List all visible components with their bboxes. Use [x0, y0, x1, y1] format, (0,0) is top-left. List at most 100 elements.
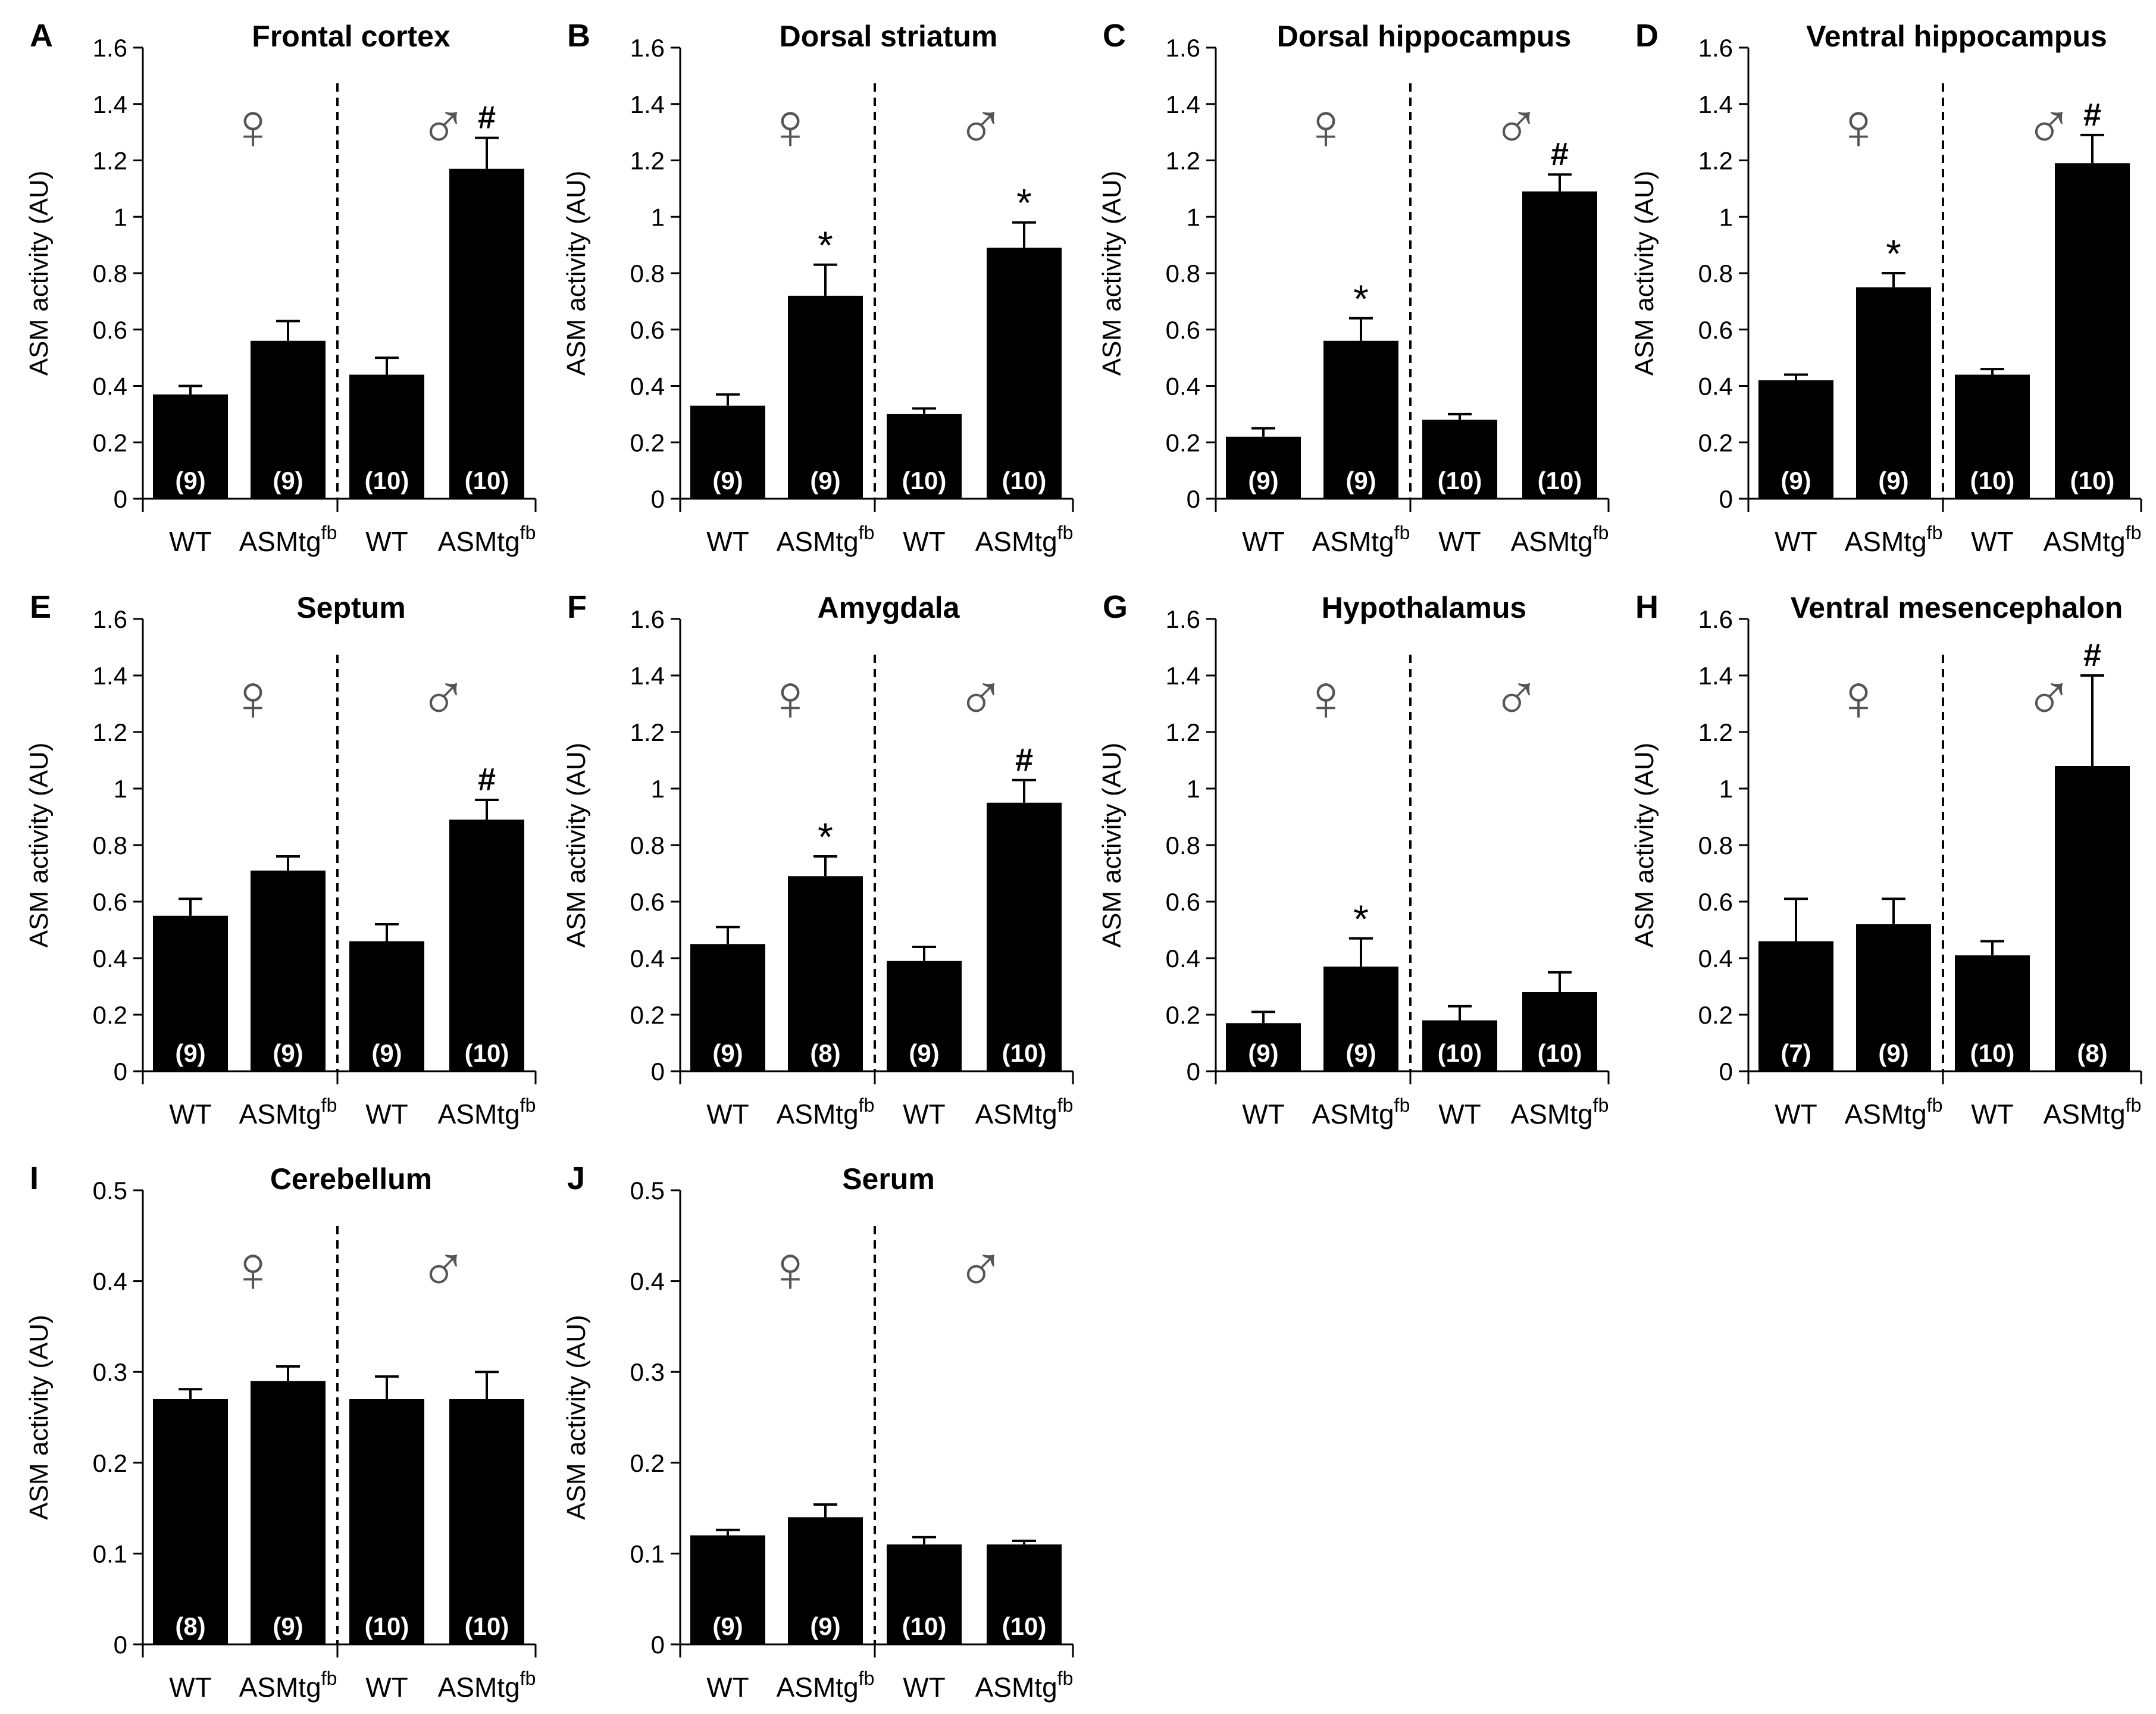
- y-axis-label: ASM activity (AU): [562, 743, 591, 948]
- n-label: (10): [902, 467, 947, 495]
- bar: [788, 295, 863, 499]
- x-tick-label: ASMtgfb: [2044, 1094, 2142, 1130]
- x-tick-label: ASMtgfb: [239, 522, 337, 557]
- x-tick-label: WT: [365, 526, 408, 557]
- bar: [1522, 191, 1597, 499]
- x-tick-label: ASMtgfb: [1312, 522, 1410, 557]
- y-tick-label: 0.8: [1698, 259, 1733, 287]
- y-axis-label: ASM activity (AU): [562, 171, 591, 376]
- n-label: (9): [273, 1039, 303, 1067]
- significance-star: *: [818, 223, 833, 267]
- panel-title: Dorsal striatum: [780, 20, 998, 53]
- y-tick-label: 0.6: [630, 888, 665, 916]
- y-tick-label: 1.6: [93, 34, 127, 62]
- bar: [1856, 287, 1931, 499]
- n-label: (10): [1438, 467, 1482, 495]
- x-tick-label: WT: [903, 1099, 946, 1130]
- female-symbol: ♀: [766, 90, 815, 163]
- y-tick-label: 0.4: [1166, 944, 1200, 972]
- y-tick-label: 1.6: [630, 605, 665, 633]
- x-tick-label: ASMtgfb: [2044, 522, 2142, 557]
- y-tick-label: 0.4: [630, 373, 665, 401]
- y-tick-label: 0: [114, 1058, 127, 1086]
- x-tick-label: ASMtgfb: [1845, 1094, 1943, 1130]
- panel-letter: C: [1103, 18, 1126, 54]
- y-tick-label: 0.4: [630, 1268, 665, 1296]
- panel-letter: I: [30, 1161, 39, 1196]
- x-tick-label: ASMtgfb: [975, 522, 1074, 557]
- x-tick-label: WT: [1971, 526, 2014, 557]
- panel-letter: E: [30, 589, 51, 625]
- bar: [349, 374, 424, 499]
- y-tick-label: 0.4: [1698, 373, 1733, 401]
- y-tick-label: 0.1: [93, 1540, 127, 1568]
- y-tick-label: 1: [1719, 203, 1733, 231]
- x-tick-label: WT: [1438, 1099, 1481, 1130]
- x-tick-label: ASMtgfb: [1511, 1094, 1609, 1130]
- x-tick-label: WT: [1775, 526, 1817, 557]
- male-symbol: ♂: [956, 1233, 1006, 1306]
- y-tick-label: 0.3: [93, 1358, 127, 1386]
- bar: [1422, 420, 1497, 499]
- bar: [153, 394, 228, 499]
- female-symbol: ♀: [766, 661, 815, 734]
- n-label: (9): [1345, 467, 1376, 495]
- bar: [1955, 955, 2030, 1071]
- y-tick-label: 1.2: [1166, 147, 1200, 175]
- bar: [690, 405, 765, 499]
- female-symbol: ♀: [1301, 90, 1351, 163]
- panel-title: Cerebellum: [270, 1162, 432, 1196]
- n-label: (8): [810, 1039, 840, 1067]
- y-tick-label: 1: [114, 775, 127, 803]
- n-label: (9): [712, 1612, 743, 1640]
- x-tick-label: WT: [169, 1672, 212, 1703]
- bar: [349, 1399, 424, 1644]
- n-label: (10): [1002, 1039, 1047, 1067]
- y-tick-label: 1.4: [630, 662, 665, 690]
- n-label: (9): [1878, 1039, 1908, 1067]
- n-label: (10): [1002, 1612, 1047, 1640]
- significance-star: *: [1353, 277, 1369, 321]
- y-tick-label: 0.6: [1698, 316, 1733, 344]
- bar: [1955, 374, 2030, 499]
- y-tick-label: 0.8: [93, 259, 127, 287]
- panel-f: F Amygdala ASM activity (AU) 0 0.2 0.4 0.6 0.8 1…: [562, 589, 1074, 1130]
- panel-d: D Ventral hippocampus ASM activity (AU) 0 0.…: [1630, 18, 2142, 557]
- n-label: (10): [365, 1612, 409, 1640]
- bar: [887, 414, 962, 499]
- y-tick-label: 0: [114, 485, 127, 513]
- bar: [690, 944, 765, 1071]
- y-tick-label: 1.4: [1166, 662, 1200, 690]
- x-tick-label: ASMtgfb: [1511, 522, 1609, 557]
- n-label: (9): [712, 467, 743, 495]
- female-symbol: ♀: [229, 661, 278, 734]
- y-tick-label: 0.2: [1698, 428, 1733, 456]
- y-tick-label: 1.2: [1698, 147, 1733, 175]
- x-tick-label: WT: [903, 526, 946, 557]
- y-tick-label: 0.8: [1166, 259, 1200, 287]
- panel-title: Amygdala: [818, 591, 960, 624]
- y-tick-label: 0.6: [93, 316, 127, 344]
- y-tick-label: 0.6: [1698, 888, 1733, 916]
- y-tick-label: 1.2: [93, 718, 127, 746]
- panel-a: A Frontal cortex ASM activity (AU) 0 0.2 0.4 0…: [24, 18, 537, 557]
- y-tick-label: 1.4: [630, 90, 665, 118]
- bar: [987, 1544, 1062, 1644]
- y-tick-label: 1.2: [1166, 718, 1200, 746]
- y-tick-label: 1.4: [1698, 90, 1733, 118]
- female-symbol: ♀: [1301, 661, 1351, 734]
- panel-b: B Dorsal striatum ASM activity (AU) 0 0.2 0.4…: [562, 18, 1074, 557]
- significance-hash: #: [2083, 637, 2101, 673]
- x-tick-label: WT: [706, 1672, 749, 1703]
- x-tick-label: WT: [706, 526, 749, 557]
- panel-letter: H: [1635, 589, 1659, 625]
- significance-star: *: [1886, 232, 1901, 276]
- male-symbol: ♂: [419, 661, 468, 734]
- y-tick-label: 0.5: [93, 1177, 127, 1205]
- x-tick-label: ASMtgfb: [777, 1668, 875, 1703]
- y-tick-label: 0: [651, 1631, 665, 1659]
- bar: [1856, 924, 1931, 1071]
- x-tick-label: ASMtgfb: [438, 1668, 536, 1703]
- x-tick-label: WT: [1775, 1099, 1817, 1130]
